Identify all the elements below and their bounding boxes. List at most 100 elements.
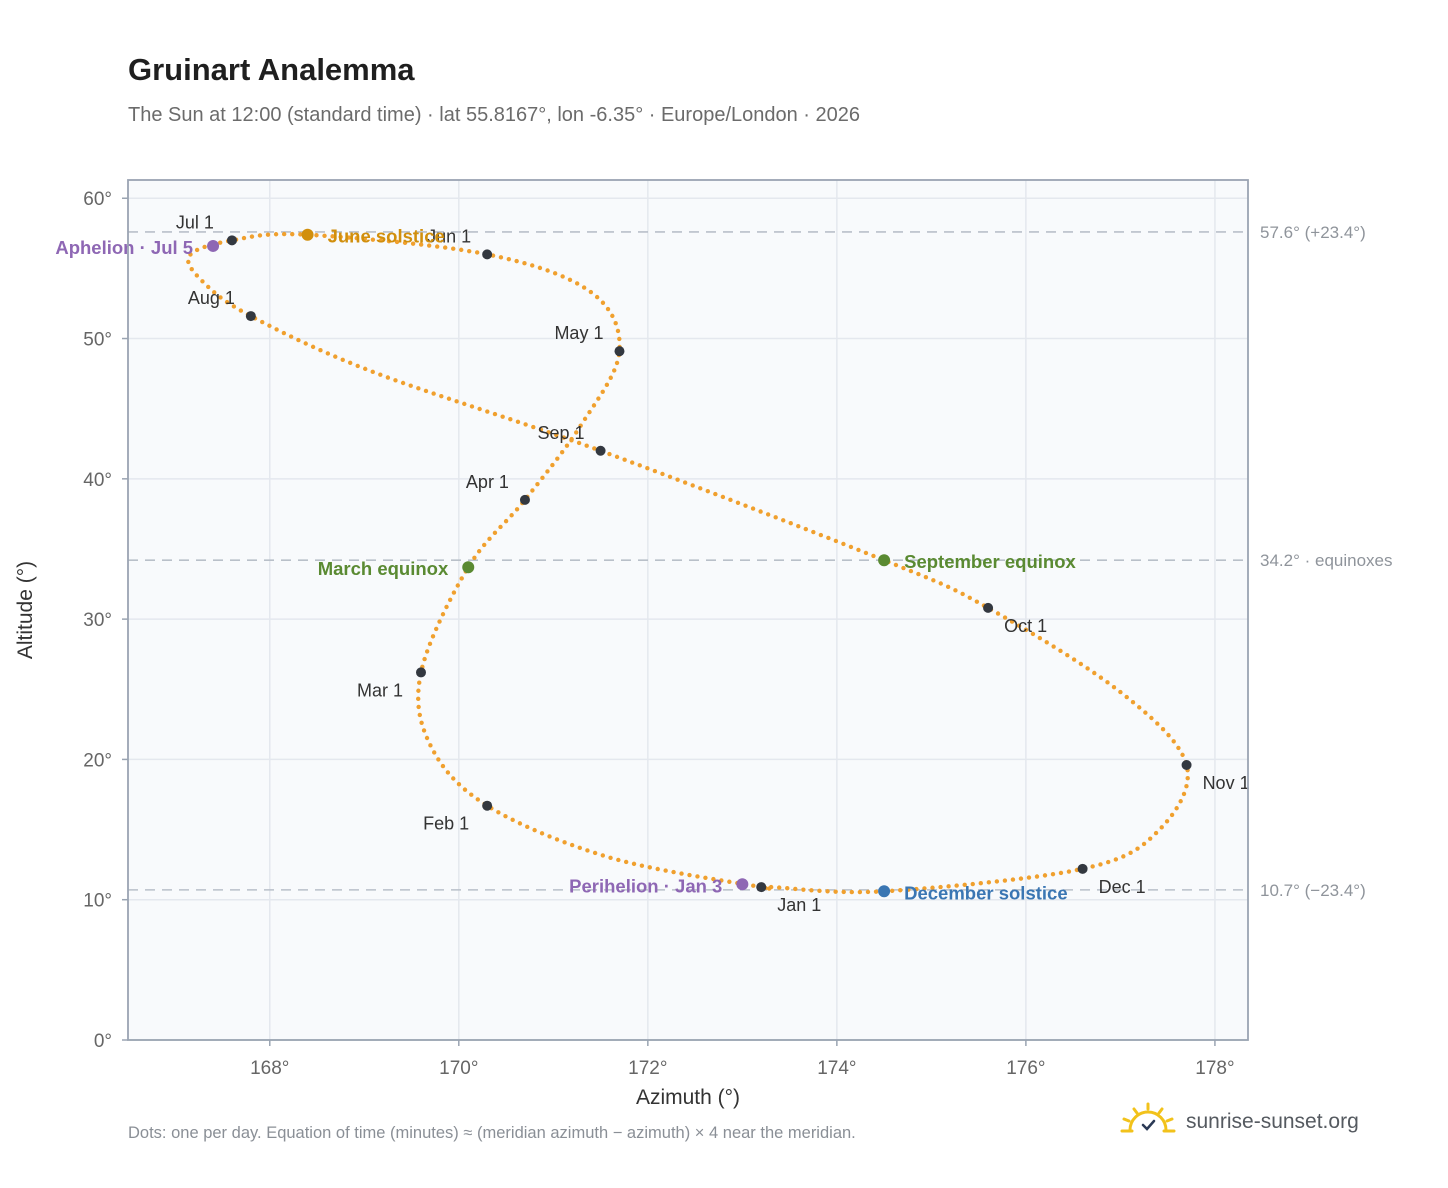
daily-dot [454, 399, 459, 404]
daily-dot [274, 327, 279, 332]
daily-dot [577, 845, 582, 851]
month-label: Dec 1 [1099, 877, 1146, 897]
daily-dot [1113, 857, 1119, 862]
daily-dot [1090, 864, 1095, 869]
daily-dot [348, 360, 353, 366]
daily-dot [974, 599, 980, 604]
daily-dot [416, 688, 421, 693]
daily-dot [224, 299, 230, 305]
daily-dot [322, 233, 327, 238]
y-tick-label: 10° [83, 891, 112, 912]
x-tick-label: 168° [250, 1058, 289, 1079]
daily-dot [889, 888, 895, 893]
daily-dot [906, 887, 911, 892]
daily-dot [1058, 870, 1064, 876]
event-label: June solstice [328, 226, 445, 247]
event-label: September equinox [904, 551, 1076, 572]
event-marker [462, 561, 475, 574]
x-axis-label: Azimuth (°) [636, 1086, 740, 1109]
daily-dot [578, 423, 583, 428]
daily-dot [922, 886, 927, 891]
daily-dot [785, 886, 790, 891]
daily-dot [750, 506, 756, 511]
daily-dot [421, 728, 427, 733]
daily-dot [574, 281, 580, 286]
month-marker [1077, 863, 1088, 874]
daily-dot [908, 568, 914, 574]
daily-dot [777, 885, 782, 890]
month-marker [482, 249, 493, 260]
daily-dot [848, 544, 854, 550]
daily-dot [238, 308, 244, 313]
event-marker [736, 878, 749, 891]
daily-dot [296, 337, 301, 343]
daily-dot [994, 879, 1000, 884]
daily-dot [585, 848, 590, 853]
event-label: March equinox [318, 558, 449, 579]
daily-dot [462, 401, 467, 407]
daily-dot [617, 336, 622, 342]
daily-dot [931, 578, 936, 583]
daily-dot [826, 535, 831, 541]
daily-dot [781, 518, 786, 523]
daily-dot [355, 363, 360, 369]
daily-dot [581, 285, 587, 290]
daily-dot [1106, 859, 1111, 865]
daily-dot [604, 382, 610, 388]
daily-dot [938, 581, 943, 586]
daily-dot [545, 268, 550, 273]
daily-dot [410, 241, 416, 246]
daily-dot [671, 869, 676, 875]
daily-dot [539, 831, 545, 836]
daily-dot [698, 486, 703, 491]
daily-dot [1178, 799, 1183, 804]
daily-dot [386, 238, 392, 244]
daily-dot [370, 237, 376, 242]
daily-dot [1002, 878, 1008, 883]
daily-dot [416, 704, 421, 710]
y-tick-label: 40° [83, 470, 112, 491]
daily-dot [496, 810, 501, 815]
daily-dot [841, 541, 846, 547]
daily-dot [363, 366, 368, 372]
daily-dot [1130, 700, 1136, 705]
x-tick-label: 174° [817, 1058, 856, 1079]
daily-dot [1105, 680, 1110, 685]
daily-dot [503, 518, 509, 524]
daily-dot [687, 872, 692, 878]
daily-dot [402, 240, 408, 246]
daily-dot [498, 524, 503, 530]
daily-dot [645, 466, 650, 471]
daily-dot [485, 409, 490, 414]
daily-dot [588, 289, 594, 295]
daily-dot [898, 888, 903, 893]
event-markers: June solstice March equinox September equi… [55, 226, 1076, 904]
daily-dot [1153, 830, 1159, 836]
month-marker [245, 311, 256, 322]
daily-dot [758, 509, 763, 514]
daily-dot [492, 411, 498, 417]
daily-dot [330, 234, 335, 239]
month-marker [519, 494, 530, 505]
daily-dot [424, 735, 430, 741]
daily-dot [675, 477, 680, 482]
daily-dot [567, 277, 573, 282]
daily-dot [1159, 825, 1164, 830]
daily-dot [1042, 873, 1048, 878]
brand-logo[interactable]: sunrise-sunset.org [1120, 1102, 1359, 1141]
daily-dot [1098, 862, 1103, 867]
daily-dot [476, 549, 482, 554]
daily-dot [447, 597, 453, 602]
daily-dot [629, 460, 635, 465]
daily-dot [1147, 836, 1153, 841]
daily-dot [487, 536, 492, 542]
daily-dot [954, 883, 959, 888]
daily-dot [333, 354, 338, 359]
daily-dot [1018, 876, 1024, 881]
daily-dot [1009, 619, 1015, 624]
daily-dot [430, 634, 436, 639]
daily-dot [591, 403, 597, 408]
month-marker [983, 602, 994, 613]
daily-dot [418, 242, 424, 247]
daily-dot [530, 263, 535, 268]
